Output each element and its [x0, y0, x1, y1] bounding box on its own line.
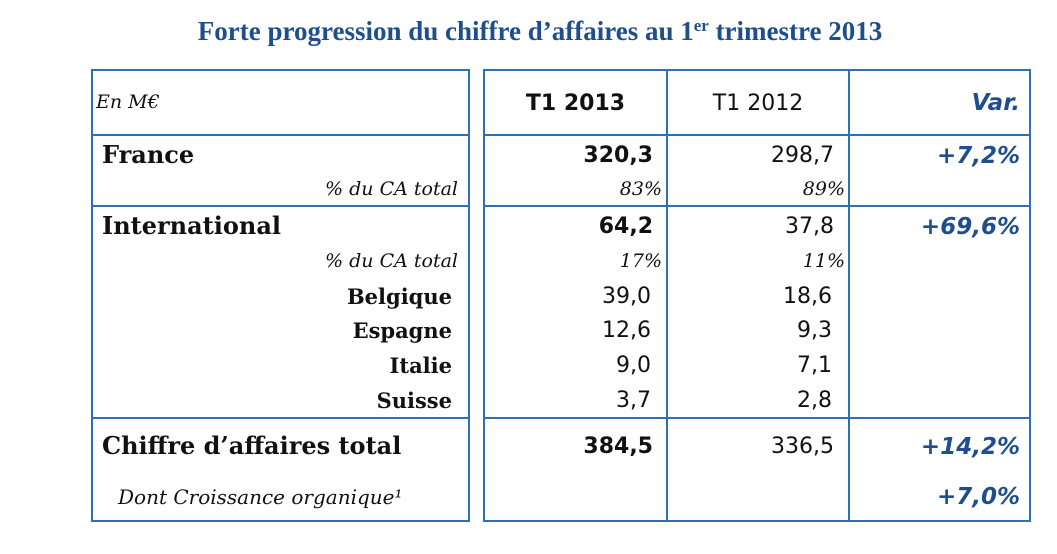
values-table-box: [483, 69, 1031, 522]
france-pct-label: % du CA total: [325, 178, 458, 200]
header-t1-2012: T1 2012: [712, 91, 804, 116]
suisse-2013: 3,7: [616, 388, 651, 413]
total-2013: 384,5: [583, 434, 653, 459]
belgique-2012: 18,6: [783, 284, 832, 309]
international-pct-2012: 11%: [802, 250, 845, 272]
divider-international-right: [483, 417, 1031, 419]
divider-header: [91, 134, 470, 136]
france-variation: +7,2%: [936, 143, 1020, 169]
france-pct-2012: 89%: [802, 178, 845, 200]
france-pct-2013: 83%: [619, 178, 662, 200]
divider-france-right: [483, 205, 1031, 207]
espagne-2012: 9,3: [797, 318, 832, 343]
belgique-2013: 39,0: [602, 284, 651, 309]
row-label-total: Chiffre d’affaires total: [102, 431, 402, 460]
row-label-espagne: Espagne: [352, 318, 452, 343]
unit-label: En M€: [96, 91, 160, 113]
row-label-italie: Italie: [389, 353, 452, 378]
row-label-belgique: Belgique: [346, 284, 452, 309]
italie-2013: 9,0: [616, 353, 651, 378]
row-label-organic: Dont Croissance organique¹: [118, 485, 403, 509]
title-text-end: trimestre 2013: [708, 16, 883, 46]
title-superscript: er: [693, 16, 709, 35]
divider-col-2012: [666, 69, 668, 522]
row-label-france: France: [102, 140, 195, 169]
divider-france: [91, 205, 470, 207]
label-column-box: [91, 69, 470, 522]
international-pct-label: % du CA total: [325, 250, 458, 272]
international-2012: 37,8: [785, 214, 834, 239]
france-2013: 320,3: [583, 143, 653, 168]
espagne-2013: 12,6: [602, 318, 651, 343]
international-variation: +69,6%: [920, 214, 1020, 240]
suisse-2012: 2,8: [797, 388, 832, 413]
italie-2012: 7,1: [797, 353, 832, 378]
france-2012: 298,7: [771, 143, 834, 168]
header-t1-2013: T1 2013: [525, 91, 626, 116]
total-variation: +14,2%: [920, 434, 1020, 460]
title-text: Forte progression du chiffre d’affaires …: [197, 16, 694, 46]
header-variation: Var.: [971, 90, 1020, 116]
row-label-suisse: Suisse: [376, 388, 452, 413]
divider-international: [91, 417, 470, 419]
divider-header-right: [483, 134, 1031, 136]
organic-variation: +7,0%: [936, 484, 1020, 510]
international-pct-2013: 17%: [619, 250, 662, 272]
page-title: Forte progression du chiffre d’affaires …: [0, 16, 1057, 47]
divider-col-var: [848, 69, 850, 522]
international-2013: 64,2: [598, 214, 653, 239]
total-2012: 336,5: [771, 434, 834, 459]
row-label-international: International: [102, 211, 282, 240]
